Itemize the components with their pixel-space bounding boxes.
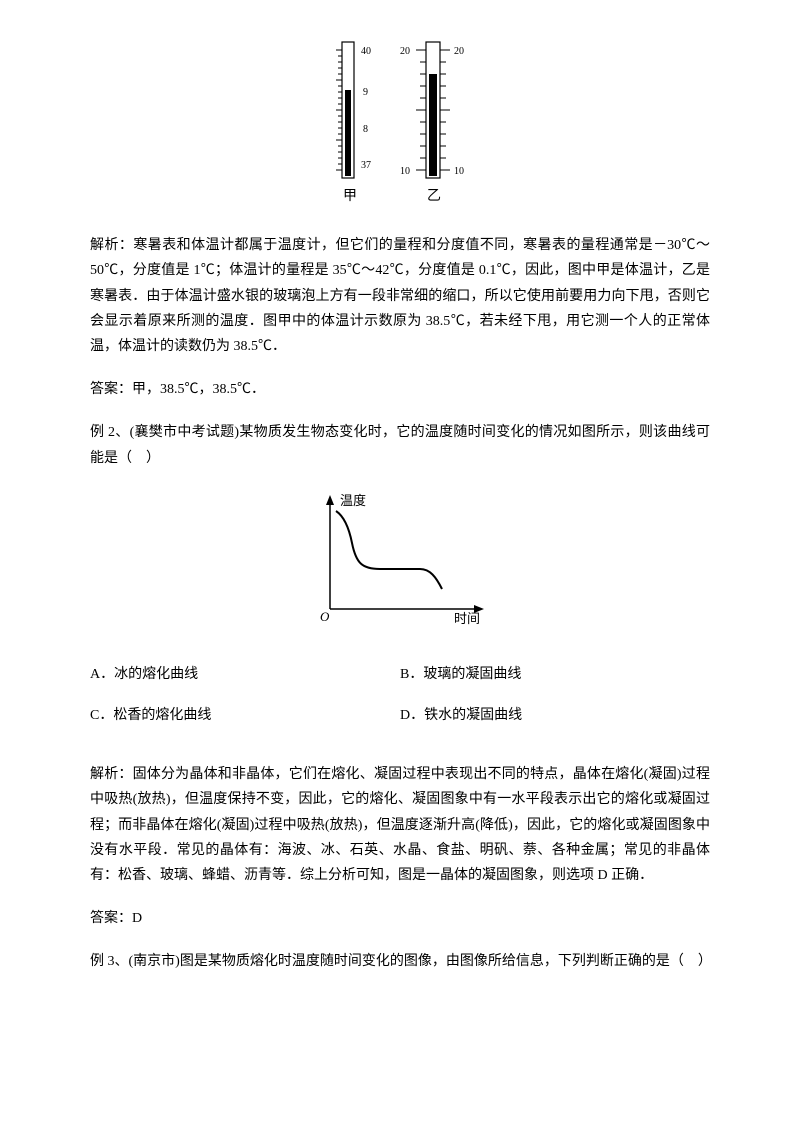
thermometer-left: 40 9 8 37 甲 bbox=[328, 40, 372, 209]
options-container: A．冰的熔化曲线 B．玻璃的凝固曲线 C．松香的熔化曲线 D．铁水的凝固曲线 bbox=[90, 662, 710, 744]
thermometer-container: 40 9 8 37 甲 bbox=[328, 40, 472, 209]
thermo-right-label-l20: 20 bbox=[400, 46, 410, 57]
thermo-right-label-r20: 20 bbox=[454, 46, 464, 57]
thermo-left-label-9: 9 bbox=[363, 87, 368, 98]
answer-2: 答案：D bbox=[90, 906, 710, 931]
graph-x-label: 时间 bbox=[454, 611, 480, 626]
thermometer-left-label: 甲 bbox=[343, 184, 357, 209]
answer-1: 答案：甲，38.5℃，38.5℃． bbox=[90, 377, 710, 402]
graph-origin-label: O bbox=[320, 609, 330, 624]
thermo-right-label-l10: 10 bbox=[400, 166, 410, 177]
thermometer-right-svg: 20 10 20 10 bbox=[396, 40, 472, 180]
option-d: D．铁水的凝固曲线 bbox=[400, 703, 710, 728]
thermometer-figure: 40 9 8 37 甲 bbox=[90, 40, 710, 209]
thermo-right-label-r10: 10 bbox=[454, 166, 464, 177]
option-c: C．松香的熔化曲线 bbox=[90, 703, 400, 728]
option-a: A．冰的熔化曲线 bbox=[90, 662, 400, 687]
example-2-intro: 例 2、(襄樊市中考试题)某物质发生物态变化时，它的温度随时间变化的情况如图所示… bbox=[90, 420, 710, 470]
thermometer-left-svg: 40 9 8 37 bbox=[328, 40, 372, 180]
thermometer-right-label: 乙 bbox=[427, 184, 441, 209]
document-page: 40 9 8 37 甲 bbox=[0, 0, 800, 1033]
graph-y-label: 温度 bbox=[340, 493, 366, 508]
analysis-2: 解析：固体分为晶体和非晶体，它们在熔化、凝固过程中表现出不同的特点，晶体在熔化(… bbox=[90, 762, 710, 888]
thermo-left-label-37: 37 bbox=[361, 160, 371, 171]
temperature-graph-figure: 温度 时间 O bbox=[90, 489, 710, 638]
thermo-left-label-8: 8 bbox=[363, 124, 368, 135]
example-3-intro: 例 3、(南京市)图是某物质熔化时温度随时间变化的图像，由图像所给信息，下列判断… bbox=[90, 949, 710, 974]
thermo-left-label-40: 40 bbox=[361, 46, 371, 57]
temperature-graph-svg: 温度 时间 O bbox=[300, 489, 500, 629]
option-b: B．玻璃的凝固曲线 bbox=[400, 662, 710, 687]
analysis-1: 解析：寒暑表和体温计都属于温度计，但它们的量程和分度值不同，寒暑表的量程通常是－… bbox=[90, 233, 710, 359]
thermometer-right: 20 10 20 10 乙 bbox=[396, 40, 472, 209]
